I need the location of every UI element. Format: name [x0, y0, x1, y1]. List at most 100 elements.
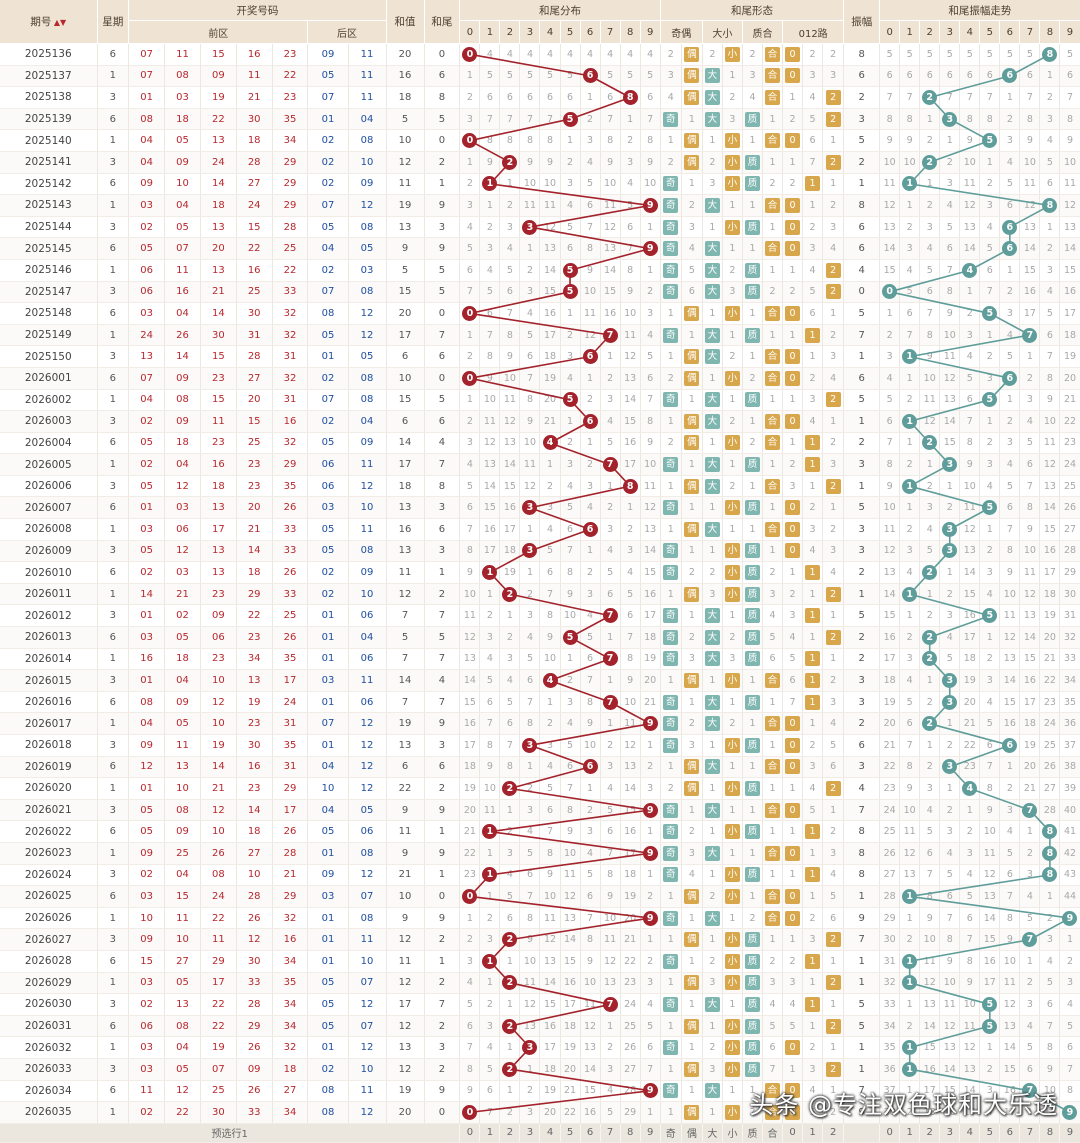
table-row[interactable]: 2025150 3 13 14 15 28 31 01 05 6 6 2 8 9 6 18 3 6 1 12 5 1 偶大 2…: [0, 345, 1080, 368]
footer-dist-digit[interactable]: 3: [519, 1123, 541, 1143]
table-row[interactable]: 2026033 3 03 05 07 09 18 02 10 12 2 8 5 2 1 18 20 14 3 27 7 1…: [0, 1058, 1080, 1081]
table-row[interactable]: 2026008 1 03 06 17 21 33 05 11 16 6 7 16 17 1 4 6 6 3 2 13 1 偶…: [0, 518, 1080, 541]
table-row[interactable]: 2026010 6 02 03 13 18 26 02 09 11 1 9 1 19 1 6 8 2 5 4 15 奇 2 2…: [0, 561, 1080, 584]
table-row[interactable]: 2026002 1 04 08 15 20 31 07 08 15 5 1 10 11 8 20 5 2 3 14 7 奇…: [0, 389, 1080, 412]
table-row[interactable]: 2026003 3 02 09 11 15 16 02 04 6 6 2 11 12 9 21 1 6 4 15 8 1 偶…: [0, 410, 1080, 433]
miss-cell: 4: [802, 410, 824, 433]
amp-ball: 7: [1022, 932, 1038, 948]
table-row[interactable]: 2026001 6 07 09 23 27 32 02 08 10 0 0 9 10 7 19 4 1 2 13 6 2 偶…: [0, 366, 1080, 390]
miss-cell: 4: [919, 518, 941, 541]
table-row[interactable]: 2025137 1 07 08 09 11 22 05 11 16 6 1 5 5 5 5 5 6 5 5 5 3 偶大 1 3…: [0, 65, 1080, 88]
footer-dist-digit[interactable]: 8: [620, 1123, 641, 1143]
table-row[interactable]: 2026026 1 10 11 22 26 32 01 08 9 9 1 2 6 8 11 13 7 10 20 9 奇 1…: [0, 906, 1080, 930]
amplitude-cell: 6: [843, 216, 881, 239]
dist-cell: 9: [640, 906, 661, 930]
table-row[interactable]: 2026009 3 05 12 13 14 33 05 08 13 3 8 17 18 3 5 7 1 4 3 14 奇 1…: [0, 540, 1080, 563]
table-row[interactable]: 2026007 6 01 03 13 20 26 03 10 13 3 6 15 16 3 3 5 4 2 1 12 奇 1…: [0, 496, 1080, 520]
footer-amp-digit[interactable]: 4: [959, 1123, 981, 1143]
footer-dist-digit[interactable]: 7: [600, 1123, 621, 1143]
footer-form-option[interactable]: 奇: [660, 1123, 682, 1143]
footer-form-option[interactable]: 质: [742, 1123, 763, 1143]
footer-dist-digit[interactable]: 6: [580, 1123, 601, 1143]
footer-amp-digit[interactable]: 5: [979, 1123, 1001, 1143]
table-row[interactable]: 2025139 6 08 18 22 30 35 01 04 5 5 3 7 7 7 7 5 2 7 1 7 奇 1 大 3 质 1…: [0, 108, 1080, 131]
table-row[interactable]: 2026022 6 05 09 10 18 26 05 06 11 1 21 1 2 4 7 9 3 6 16 1 奇 2 1…: [0, 820, 1080, 843]
footer-amp-digit[interactable]: 3: [939, 1123, 961, 1143]
footer-form-option[interactable]: 小: [722, 1123, 743, 1143]
table-row[interactable]: 2026027 3 09 10 11 12 16 01 11 12 2 2 3 2 9 12 14 8 11 21 1 1…: [0, 928, 1080, 951]
footer-dist-digit[interactable]: 1: [479, 1123, 501, 1143]
table-row[interactable]: 2026019 6 12 13 14 16 31 04 12 6 6 18 9 8 1 4 6 6 3 13 2 1 偶大 1…: [0, 756, 1080, 779]
table-row[interactable]: 2025148 6 03 04 14 30 32 08 12 20 0 0 6 7 4 16 1 11 16 10 3 1…: [0, 302, 1080, 325]
table-row[interactable]: 2026021 3 05 08 12 14 17 04 05 9 9 20 11 1 3 6 8 2 5 15 9 奇 1 大…: [0, 798, 1080, 822]
table-row[interactable]: 2026011 1 14 21 23 29 33 02 10 12 2 10 1 2 2 7 9 3 6 5 16 1 偶 3…: [0, 582, 1080, 606]
back-number: 02: [307, 1058, 349, 1081]
table-row[interactable]: 2026023 1 09 25 26 27 28 01 08 9 9 22 1 3 5 8 10 4 7 17 9 奇 3 大…: [0, 842, 1080, 865]
footer-amp-digit[interactable]: 2: [919, 1123, 941, 1143]
footer-amp-digit[interactable]: 7: [1019, 1123, 1041, 1143]
table-row[interactable]: 2026013 6 03 05 06 23 26 01 04 5 5 12 3 2 4 9 5 5 1 7 18 奇 2 大 2…: [0, 626, 1080, 649]
table-row[interactable]: 2025143 1 03 04 18 24 29 07 12 19 9 3 1 2 11 11 4 6 11 5 9 奇 2…: [0, 194, 1080, 217]
footer-amp-digit[interactable]: 6: [999, 1123, 1021, 1143]
sort-icon[interactable]: ▲▼: [51, 18, 67, 27]
table-row[interactable]: 2025147 3 06 16 21 25 33 07 08 15 5 7 5 6 3 15 5 10 15 9 2 奇 6…: [0, 281, 1080, 304]
footer-form-option[interactable]: 2: [822, 1123, 845, 1143]
amp-digit-5: 5: [979, 20, 1001, 44]
footer-dist-digit[interactable]: 4: [539, 1123, 561, 1143]
tail-ball: 3: [522, 1040, 538, 1056]
tail-ball: 2: [502, 154, 518, 170]
table-row[interactable]: 2026028 6 15 27 29 30 34 01 10 11 1 3 1 1 10 13 15 9 12 22 2…: [0, 950, 1080, 973]
footer-dist-digit[interactable]: 2: [499, 1123, 521, 1143]
footer-form-option[interactable]: 合: [762, 1123, 784, 1143]
table-row[interactable]: 2026032 1 03 04 19 26 32 01 12 13 3 7 4 1 3 17 19 13 2 26 6 奇…: [0, 1036, 1080, 1059]
col-issue[interactable]: 期号 ▲▼: [0, 0, 98, 44]
table-row[interactable]: 2026005 1 02 04 16 23 29 06 11 17 7 4 13 14 11 1 3 2 7 17 10…: [0, 453, 1080, 476]
back-number: 03: [307, 669, 349, 692]
table-row[interactable]: 2026018 3 09 11 19 30 35 01 12 13 3 17 8 7 3 3 5 10 2 12 1 奇 3…: [0, 734, 1080, 757]
footer-label[interactable]: 预选行1: [0, 1123, 461, 1143]
table-row[interactable]: 2026030 3 02 13 22 28 34 05 12 17 7 5 2 1 12 15 17 11 7 24 4…: [0, 993, 1080, 1016]
table-row[interactable]: 2026025 6 03 15 24 28 29 03 07 10 0 0 1 5 7 10 12 6 9 19 2 1 偶…: [0, 885, 1080, 908]
table-row[interactable]: 2025142 6 09 10 14 27 29 02 09 11 1 2 1 1 10 10 3 5 10 4 10 奇…: [0, 173, 1080, 196]
table-row[interactable]: 2026020 1 01 10 21 23 29 10 12 22 2 19 10 2 2 5 7 1 4 14 3 2 偶…: [0, 777, 1080, 800]
table-row[interactable]: 2026015 3 01 04 10 13 17 03 11 14 4 14 5 4 6 4 2 7 1 9 20 1 偶 1…: [0, 669, 1080, 692]
front-number: 07: [128, 366, 166, 390]
footer-amp-digit[interactable]: 8: [1039, 1123, 1061, 1143]
table-row[interactable]: 2026014 1 16 18 23 34 35 01 06 7 7 13 4 3 5 10 1 6 7 8 19 奇 3 大…: [0, 648, 1080, 671]
back-number: 04: [348, 410, 387, 433]
footer-dist-digit[interactable]: 0: [459, 1123, 481, 1143]
table-row[interactable]: 2025145 6 05 07 20 22 25 04 05 9 9 5 3 4 1 13 6 8 13 7 9 奇 4 大 1…: [0, 237, 1080, 260]
footer-amp-digit[interactable]: 0: [879, 1123, 901, 1143]
table-row[interactable]: 2026024 3 02 04 08 10 21 09 12 21 1 23 1 4 6 9 11 5 8 18 1 奇 4…: [0, 864, 1080, 887]
miss-cell: 6: [459, 1014, 481, 1038]
miss-cell: 2: [722, 410, 743, 433]
table-row[interactable]: 2025136 6 07 11 15 16 23 09 11 20 0 0 4 4 4 4 4 4 4 4 4 2 偶 2 小 2…: [0, 43, 1080, 66]
amp-ball: 3: [942, 673, 958, 689]
table-row[interactable]: 2025138 3 01 03 19 21 23 07 11 18 8 2 6 6 6 6 6 1 6 8 6 4 偶大 2 4…: [0, 86, 1080, 109]
table-row[interactable]: 2025141 3 04 09 24 28 29 02 10 12 2 1 9 2 9 9 2 4 9 3 9 2 偶 2 小质…: [0, 150, 1080, 174]
footer-amp-digit[interactable]: 9: [1059, 1123, 1080, 1143]
miss-cell: 9: [899, 777, 921, 800]
table-row[interactable]: 2026016 6 08 09 12 19 24 01 06 7 7 15 6 5 7 1 3 8 7 10 21 奇 1 大…: [0, 690, 1080, 714]
footer-dist-digit[interactable]: 9: [640, 1123, 661, 1143]
table-row[interactable]: 2025144 3 02 05 13 15 28 05 08 13 3 4 2 3 3 12 5 7 12 6 1 奇 3 1…: [0, 216, 1080, 239]
footer-form-option[interactable]: 偶: [681, 1123, 703, 1143]
form-cell: 偶: [681, 410, 703, 433]
miss-cell: 2: [519, 777, 541, 800]
table-row[interactable]: 2026031 6 06 08 22 29 34 05 07 12 2 6 3 2 13 16 18 12 1 25 5…: [0, 1014, 1080, 1038]
table-row[interactable]: 2026012 3 01 02 09 22 25 01 06 7 7 11 2 1 3 8 10 4 7 6 17 奇 1 大…: [0, 604, 1080, 628]
table-row[interactable]: 2026006 3 05 12 18 23 35 06 12 18 8 5 14 15 12 2 4 3 1 8 11 1…: [0, 474, 1080, 498]
table-row[interactable]: 2026029 1 03 05 17 33 35 05 07 12 2 4 1 2 11 14 16 10 13 23…: [0, 972, 1080, 995]
table-row[interactable]: 2025146 1 06 11 13 16 22 02 03 5 5 6 4 5 2 14 5 9 14 8 1 奇 5 大 2…: [0, 258, 1080, 282]
footer-form-option[interactable]: 1: [802, 1123, 824, 1143]
footer-form-option[interactable]: 大: [702, 1123, 723, 1143]
amp-cell: 1: [899, 173, 921, 196]
table-row[interactable]: 2025140 1 04 05 13 18 34 02 08 10 0 0 8 8 8 8 1 3 8 2 8 1 偶 1 小 1…: [0, 129, 1080, 152]
footer-form-option[interactable]: 0: [782, 1123, 804, 1143]
footer-amp-digit[interactable]: 1: [899, 1123, 921, 1143]
table-row[interactable]: 2025149 1 24 26 30 31 32 05 12 17 7 1 7 8 5 17 2 12 7 11 4 奇 1…: [0, 324, 1080, 347]
table-row[interactable]: 2026017 1 04 05 10 23 31 07 12 19 9 16 7 6 8 2 4 9 1 11 9 奇 2 大…: [0, 712, 1080, 735]
footer-dist-digit[interactable]: 5: [560, 1123, 581, 1143]
table-row[interactable]: 2026004 6 05 18 23 25 32 05 09 14 4 3 12 13 10 4 2 1 5 16 9 2…: [0, 432, 1080, 455]
miss-cell: 1: [762, 389, 784, 412]
